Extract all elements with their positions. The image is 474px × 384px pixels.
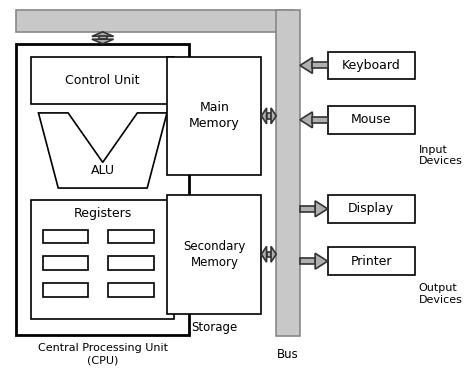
Bar bbox=[276, 10, 300, 336]
Bar bbox=[43, 283, 88, 297]
Polygon shape bbox=[300, 58, 312, 73]
Text: Storage: Storage bbox=[191, 321, 237, 334]
Bar bbox=[300, 206, 315, 212]
Bar bbox=[328, 247, 415, 275]
Text: Secondary: Secondary bbox=[183, 240, 246, 253]
Bar bbox=[328, 106, 415, 134]
Text: Display: Display bbox=[348, 202, 394, 215]
Polygon shape bbox=[271, 108, 276, 124]
Polygon shape bbox=[261, 108, 266, 124]
Bar bbox=[312, 63, 328, 68]
Text: Keyboard: Keyboard bbox=[342, 59, 401, 72]
Bar bbox=[312, 117, 328, 123]
Bar bbox=[108, 256, 154, 270]
Text: Central Processing Unit: Central Processing Unit bbox=[38, 343, 168, 353]
Bar bbox=[108, 283, 154, 297]
Bar bbox=[43, 230, 88, 243]
Text: Memory: Memory bbox=[191, 256, 238, 269]
Polygon shape bbox=[271, 247, 276, 262]
Bar bbox=[167, 195, 261, 314]
Text: Registers: Registers bbox=[73, 207, 132, 220]
Polygon shape bbox=[38, 113, 167, 188]
Polygon shape bbox=[300, 112, 312, 128]
Text: ALU: ALU bbox=[91, 164, 115, 177]
Bar bbox=[99, 36, 107, 39]
Bar bbox=[43, 256, 88, 270]
Polygon shape bbox=[315, 253, 328, 269]
Polygon shape bbox=[315, 201, 328, 217]
Bar bbox=[16, 44, 189, 335]
Bar bbox=[108, 230, 154, 243]
Polygon shape bbox=[92, 39, 114, 44]
Polygon shape bbox=[92, 32, 114, 36]
Text: Control Unit: Control Unit bbox=[65, 74, 140, 87]
Text: Main: Main bbox=[200, 101, 229, 114]
Text: Input
Devices: Input Devices bbox=[419, 145, 463, 166]
Text: Bus: Bus bbox=[277, 348, 299, 361]
Text: (CPU): (CPU) bbox=[87, 355, 118, 365]
Bar bbox=[300, 258, 315, 264]
Bar bbox=[167, 56, 261, 175]
Text: Memory: Memory bbox=[189, 117, 240, 130]
Bar bbox=[266, 252, 271, 257]
Bar bbox=[16, 10, 293, 32]
Bar bbox=[328, 51, 415, 79]
Text: Printer: Printer bbox=[350, 255, 392, 268]
Bar bbox=[266, 113, 271, 119]
Bar bbox=[328, 195, 415, 223]
Text: Output
Devices: Output Devices bbox=[419, 283, 463, 305]
Text: Mouse: Mouse bbox=[351, 113, 392, 126]
Bar bbox=[31, 200, 174, 319]
Bar bbox=[31, 56, 174, 104]
Polygon shape bbox=[261, 247, 266, 262]
